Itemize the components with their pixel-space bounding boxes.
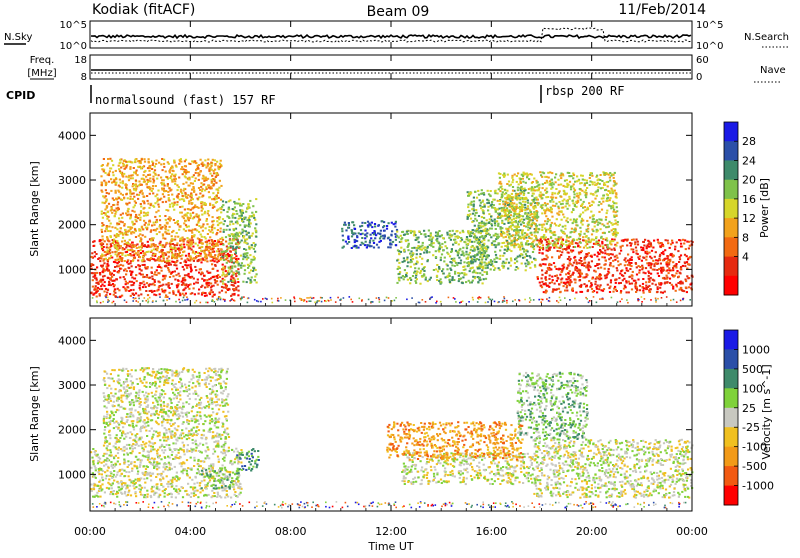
freq-unit-label: [MHz] bbox=[27, 68, 56, 79]
time-tick-label-0: 00:00 bbox=[74, 525, 106, 538]
power-colorbar-tick-0: 28 bbox=[742, 135, 756, 148]
velocity-ylabel: Slant Range [km] bbox=[28, 366, 41, 462]
power-region-0 bbox=[90, 238, 240, 298]
nsearch-tick-bottom: 10^0 bbox=[696, 41, 723, 52]
velocity-colorbar-tick-7: -1000 bbox=[742, 480, 774, 493]
power-colorbar-swatch-7 bbox=[724, 257, 738, 277]
power-colorbar-tick-4: 12 bbox=[742, 212, 756, 225]
velocity-colorbar-label: Velocity [m s^-1] bbox=[760, 364, 773, 459]
power-colorbar-swatch-8 bbox=[724, 276, 738, 296]
power-colorbar-swatch-4 bbox=[724, 199, 738, 219]
power-colorbar-swatch-3 bbox=[724, 180, 738, 200]
velocity-colorbar-swatch-2 bbox=[724, 369, 738, 389]
velocity-colorbar-swatch-1 bbox=[724, 349, 738, 369]
nsky-tick-top: 10^5 bbox=[60, 20, 87, 31]
nsearch-label: N.Search bbox=[744, 32, 789, 43]
velocity-heatmap bbox=[90, 367, 694, 508]
power-colorbar-tick-2: 20 bbox=[742, 174, 756, 187]
velocity-region-1 bbox=[103, 367, 230, 449]
nave-tick-bottom: 0 bbox=[696, 72, 702, 83]
power-colorbar-tick-3: 16 bbox=[742, 193, 756, 206]
power-ytick-label-2: 3000 bbox=[58, 174, 86, 187]
date-title: 11/Feb/2014 bbox=[618, 2, 706, 18]
power-ytick-label-0: 1000 bbox=[58, 263, 86, 276]
velocity-colorbar-tick-4: -25 bbox=[742, 421, 760, 434]
velocity-colorbar-swatch-0 bbox=[724, 330, 738, 350]
nsky-tick-bottom: 10^0 bbox=[60, 41, 87, 52]
power-colorbar-swatch-6 bbox=[724, 237, 738, 257]
time-tick-label-2: 08:00 bbox=[275, 525, 307, 538]
cpid-segment-2: rbsp 200 RF bbox=[545, 84, 624, 98]
velocity-colorbar-swatch-4 bbox=[724, 408, 738, 428]
nave-tick-top: 60 bbox=[696, 55, 709, 66]
cpid-label: CPID bbox=[6, 89, 35, 102]
time-tick-label-1: 04:00 bbox=[174, 525, 206, 538]
nave-label: Nave bbox=[760, 65, 786, 76]
velocity-colorbar-tick-6: -500 bbox=[742, 460, 767, 473]
velocity-ytick-label-2: 3000 bbox=[58, 379, 86, 392]
power-colorbar-label: Power [dB] bbox=[758, 178, 771, 238]
nsearch-tick-top: 10^5 bbox=[696, 20, 723, 31]
power-colorbar-swatch-5 bbox=[724, 218, 738, 238]
time-tick-label-3: 12:00 bbox=[375, 525, 407, 538]
time-tick-label-6: 00:00 bbox=[676, 525, 708, 538]
velocity-colorbar-swatch-7 bbox=[724, 466, 738, 486]
power-ytick-label-1: 2000 bbox=[58, 219, 86, 232]
power-ytick-label-3: 4000 bbox=[58, 129, 86, 142]
velocity-ytick-label-0: 1000 bbox=[58, 468, 86, 481]
velocity-colorbar-swatch-5 bbox=[724, 427, 738, 447]
velocity-colorbar-tick-0: 1000 bbox=[742, 343, 770, 356]
velocity-ytick-label-3: 4000 bbox=[58, 334, 86, 347]
velocity-panel-frame bbox=[90, 318, 692, 511]
freq-label: Freq. bbox=[30, 55, 55, 66]
nsky-label: N.Sky bbox=[4, 32, 32, 43]
velocity-near-range bbox=[92, 501, 686, 509]
freq-tick-bottom: 8 bbox=[81, 72, 87, 83]
power-ylabel: Slant Range [km] bbox=[28, 161, 41, 257]
power-colorbar: 28 24 20 16 12 8 4 bbox=[724, 122, 756, 296]
velocity-colorbar-tick-3: 25 bbox=[742, 402, 756, 415]
beam-title: Beam 09 bbox=[367, 4, 430, 20]
velocity-region-6 bbox=[532, 439, 694, 499]
power-colorbar-tick-6: 4 bbox=[742, 251, 749, 264]
power-colorbar-swatch-1 bbox=[724, 141, 738, 161]
power-colorbar-swatch-0 bbox=[724, 122, 738, 142]
power-colorbar-swatch-2 bbox=[724, 160, 738, 180]
velocity-colorbar-swatch-8 bbox=[724, 486, 738, 506]
velocity-colorbar-swatch-3 bbox=[724, 388, 738, 408]
velocity-ytick-label-1: 2000 bbox=[58, 424, 86, 437]
cpid-segment-1: normalsound (fast) 157 RF bbox=[95, 93, 276, 107]
power-colorbar-tick-1: 24 bbox=[742, 154, 756, 167]
time-tick-label-5: 20:00 bbox=[576, 525, 608, 538]
power-colorbar-tick-5: 8 bbox=[742, 231, 749, 244]
time-tick-label-4: 16:00 bbox=[475, 525, 507, 538]
power-heatmap bbox=[90, 158, 694, 304]
velocity-colorbar-swatch-6 bbox=[724, 447, 738, 467]
time-axis-label: Time UT bbox=[367, 540, 413, 553]
power-region-1 bbox=[100, 158, 222, 263]
power-region-3 bbox=[341, 220, 398, 249]
station-title: Kodiak (fitACF) bbox=[92, 2, 195, 18]
velocity-region-7 bbox=[517, 372, 589, 441]
freq-tick-top: 18 bbox=[74, 55, 87, 66]
nsky-series bbox=[91, 35, 691, 38]
